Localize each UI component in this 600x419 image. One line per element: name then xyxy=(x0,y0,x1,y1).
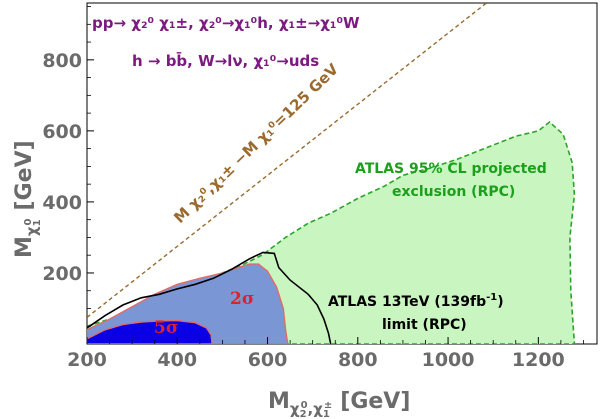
x-tick-label: 1000 xyxy=(422,349,475,371)
x-axis-title: Mχ20,χ1± [GeV] xyxy=(268,389,410,419)
kinematic-line-label: M χ₂⁰,χ₁± −M χ₁⁰=125 GeV xyxy=(170,60,342,227)
x-tick-label: 400 xyxy=(157,349,197,371)
two-sigma-label: 2σ xyxy=(230,289,254,309)
x-tick-label: 600 xyxy=(248,349,288,371)
x-title-sup-pm: ± xyxy=(324,400,332,411)
y-axis-title: Mχ10 [GeV] xyxy=(12,140,43,258)
y-title-sub-1: 1 xyxy=(32,219,43,226)
process-line-2: h → bb̄, W→lν, χ₁⁰→uds xyxy=(132,50,319,70)
kinematic-boundary-line xyxy=(87,3,487,318)
y-tick-label: 600 xyxy=(42,121,82,143)
x-title-sup-0: 0 xyxy=(301,400,308,411)
five-sigma-label: 5σ xyxy=(154,318,178,338)
limit-label-b: ) xyxy=(497,294,503,310)
x-title-chi-a: χ xyxy=(290,400,300,418)
y-tick-label: 200 xyxy=(42,263,82,285)
y-title-sup-0: 0 xyxy=(23,218,34,225)
five-sigma-region xyxy=(87,319,213,344)
ticks-layer: 200 400 600 800 1000 1200 200 400 600 800 xyxy=(42,6,584,371)
regions-layer xyxy=(87,3,576,344)
x-title-sub-1: 1 xyxy=(323,409,330,419)
x-title-sub-2: 2 xyxy=(300,409,307,419)
process-line-1: pp→ χ₂⁰ χ₁±, χ₂⁰→χ₁⁰h, χ₁±→χ₁⁰W xyxy=(92,14,360,32)
y-title-main: M xyxy=(12,236,37,258)
y-tick-label: 400 xyxy=(42,192,82,214)
x-title-main: M xyxy=(268,389,290,414)
projected-label-line-1: ATLAS 95% CL projected xyxy=(355,161,547,177)
x-tick-label: 800 xyxy=(338,349,378,371)
limit-label-line-1: ATLAS 13TeV (139fb-1) xyxy=(328,292,504,310)
limit-label-sup: -1 xyxy=(486,292,497,303)
y-tick-label: 800 xyxy=(42,50,82,72)
limit-label-a: ATLAS 13TeV (139fb xyxy=(328,294,486,310)
y-title-chi: χ xyxy=(23,226,41,236)
x-tick-label: 1200 xyxy=(512,349,565,371)
atlas-limit-curve xyxy=(87,251,332,344)
x-tick-label: 200 xyxy=(67,349,107,371)
limit-label-line-2: limit (RPC) xyxy=(382,317,467,333)
projected-label-line-2: exclusion (RPC) xyxy=(392,184,515,200)
y-title-unit: [GeV] xyxy=(12,140,37,210)
x-title-unit: [GeV] xyxy=(340,389,410,414)
x-title-chi-b: ,χ xyxy=(308,400,324,418)
